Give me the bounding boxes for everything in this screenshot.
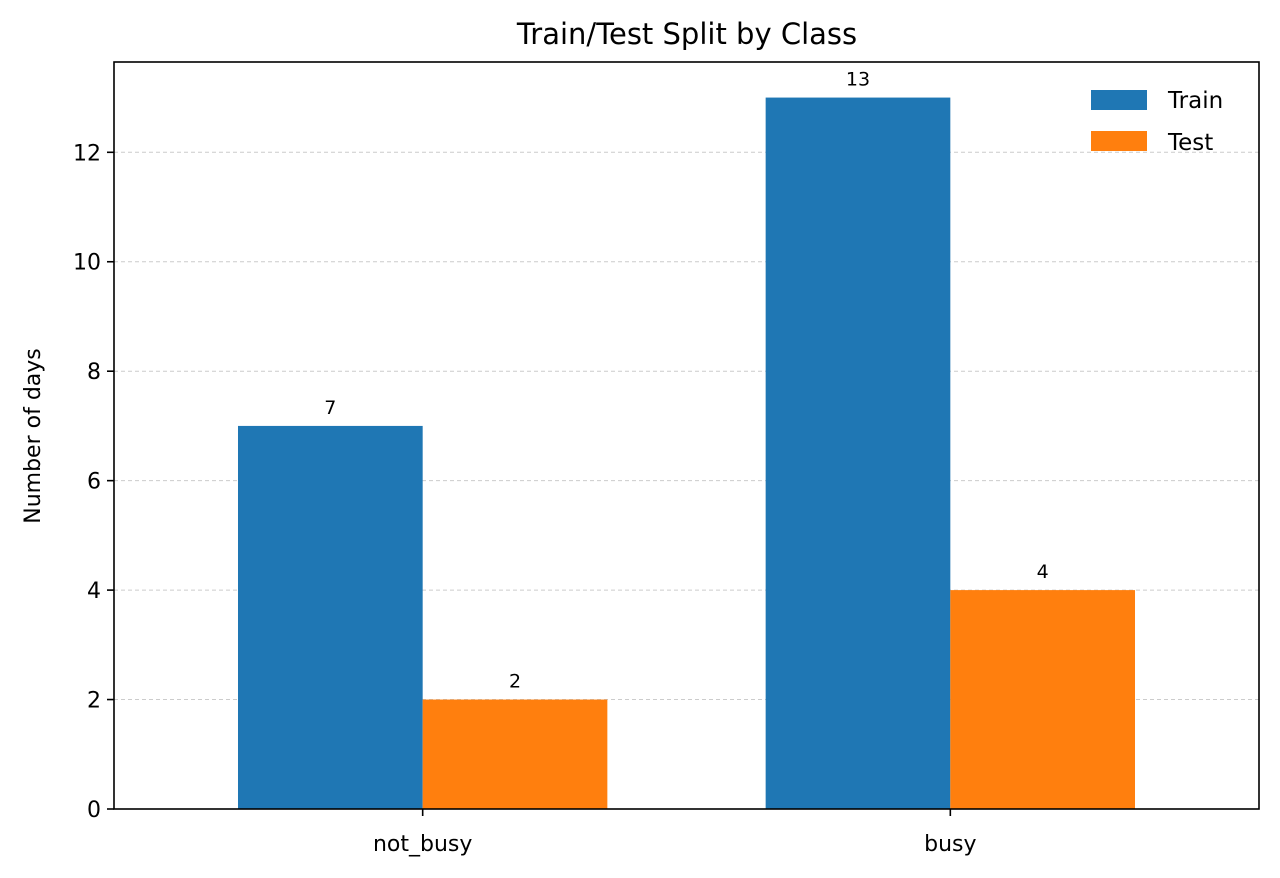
bar-test-not_busy [422,699,608,809]
data-label: 7 [324,397,336,419]
y-tick-label: 8 [87,360,101,385]
y-tick-label: 2 [87,689,101,714]
bars: 7 13 2 4 [237,69,1136,810]
bar-train-not_busy [237,425,423,809]
y-tick-label: 12 [73,141,101,166]
y-tick-label: 4 [87,579,101,604]
legend-label-test: Test [1167,130,1213,156]
data-label: 13 [846,69,870,91]
y-axis-label: Number of days [21,348,46,524]
y-tick-label: 10 [73,251,101,276]
bar-test-busy [950,590,1136,809]
legend-swatch-train [1091,90,1147,110]
data-label: 4 [1037,561,1049,583]
y-tick-label: 0 [87,798,101,823]
legend: Train Test [1091,88,1223,156]
x-tick-label: busy [924,832,976,857]
x-tick-label: not_busy [373,832,472,857]
legend-swatch-test [1091,131,1147,151]
y-tick-label: 6 [87,470,101,495]
plot-frame [113,61,1260,810]
bar-train-busy [765,97,951,810]
chart-title: Train/Test Split by Class [516,17,857,51]
data-label: 2 [509,671,521,693]
legend-label-train: Train [1167,88,1223,114]
axis-ticks: 0 2 4 6 8 10 12 not_busy busy [73,141,977,857]
